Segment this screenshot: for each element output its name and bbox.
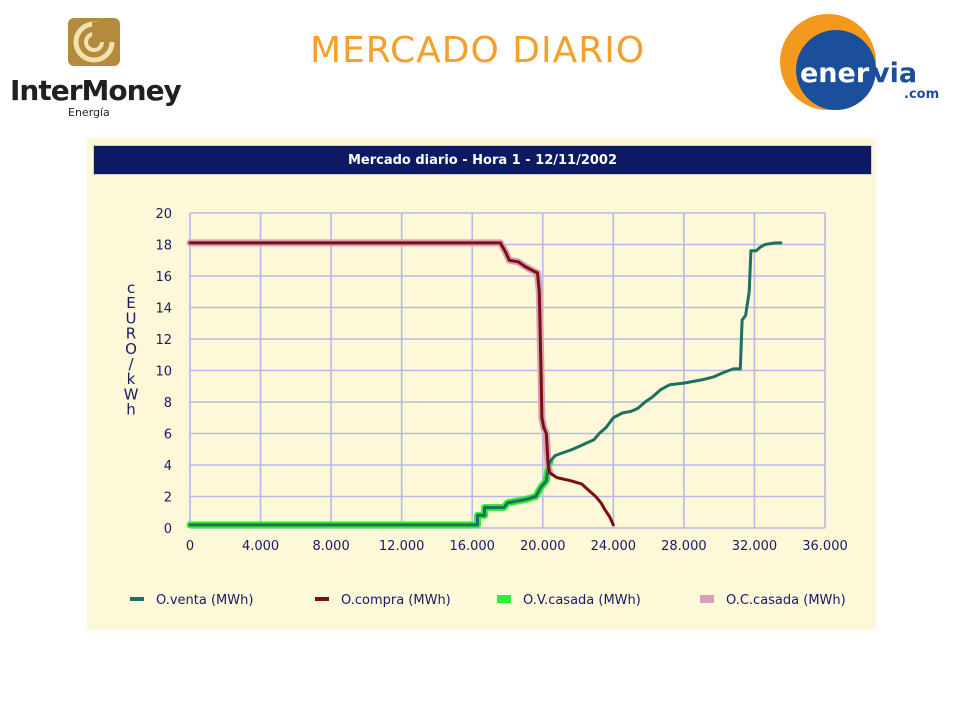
y-axis-label-char: R	[126, 325, 136, 343]
series-line-v_casada	[186, 458, 554, 529]
x-tick-label: 0	[186, 539, 194, 554]
x-tick-label: 28.000	[661, 539, 707, 554]
x-tick-label: 20.000	[520, 539, 566, 554]
series-line-compra	[188, 241, 615, 527]
enervia-ener-text: ener	[800, 58, 870, 89]
background-watermark-top	[200, 40, 229, 124]
legend-label-compra: O.compra (MWh)	[341, 593, 451, 608]
y-axis-label-char: W	[124, 385, 139, 403]
x-tick-label: 32.000	[732, 539, 778, 554]
y-axis-label-char: E	[126, 294, 135, 312]
intermoney-spiral-icon	[68, 18, 120, 66]
intermoney-logo-subtext: Energía	[68, 106, 110, 119]
y-tick-label: 16	[155, 270, 172, 285]
legend-label-c_casada: O.C.casada (MWh)	[726, 593, 846, 608]
y-tick-label: 10	[155, 365, 172, 380]
intermoney-logo-text: InterMoney	[10, 74, 182, 107]
y-tick-label: 2	[164, 491, 172, 506]
x-tick-label: 16.000	[449, 539, 495, 554]
background-watermark-bottom	[150, 640, 178, 722]
y-tick-label: 20	[155, 207, 172, 222]
y-axis-label-char: k	[127, 370, 136, 388]
y-tick-label: 14	[155, 302, 172, 317]
page-title: MERCADO DIARIO	[310, 30, 646, 71]
legend-label-venta: O.venta (MWh)	[156, 593, 253, 608]
enervia-via-text: via	[872, 58, 917, 89]
x-tick-label: 36.000	[802, 539, 848, 554]
x-tick-label: 8.000	[313, 539, 350, 554]
enervia-domain-text: .com	[904, 87, 939, 102]
y-axis-label-char: h	[126, 401, 136, 419]
x-tick-label: 4.000	[242, 539, 279, 554]
series-line-venta	[188, 241, 783, 527]
legend-label-v_casada: O.V.casada (MWh)	[523, 593, 641, 608]
y-axis-label-char: c	[127, 279, 135, 297]
chart-header: Mercado diario - Hora 1 - 12/11/2002	[93, 145, 872, 175]
enervia-logo-graphic: ener via .com	[780, 14, 939, 110]
x-tick-label: 12.000	[379, 539, 425, 554]
y-axis-label-char: U	[126, 309, 137, 327]
y-tick-label: 0	[164, 522, 172, 537]
intermoney-logo: InterMoney Energía	[8, 14, 188, 119]
y-axis-label-char: /	[128, 355, 134, 373]
y-tick-label: 12	[155, 333, 172, 348]
series-line-c_casada	[186, 239, 554, 477]
chart-panel: Mercado diario - Hora 1 - 12/11/2002 0 4.…	[87, 138, 876, 630]
chart-plot: 0 4.000 8.000 12.000 16.000 20.000 24.000 28.00…	[124, 207, 848, 608]
enervia-logo: ener via .com	[768, 12, 953, 112]
y-axis-label-char: O	[125, 340, 137, 358]
y-tick-label: 6	[164, 428, 172, 443]
y-tick-label: 8	[164, 396, 172, 411]
y-tick-label: 4	[164, 459, 172, 474]
chart-title: Mercado diario - Hora 1 - 12/11/2002	[347, 153, 618, 168]
x-tick-label: 24.000	[591, 539, 637, 554]
y-tick-label: 18	[155, 239, 172, 254]
